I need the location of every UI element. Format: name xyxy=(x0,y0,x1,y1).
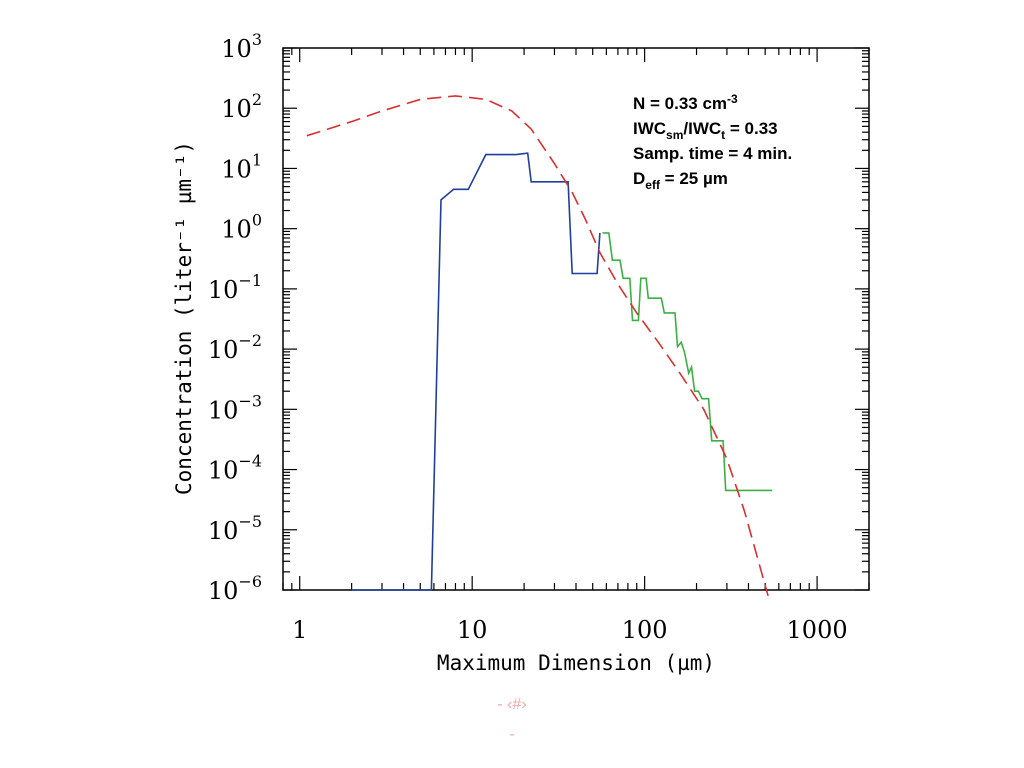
y-tick-label: 10−2 xyxy=(208,331,262,364)
y-tick-labels: 10−6 10−5 10−4 10−3 10−2 10−1 100 101 102 103 xyxy=(208,30,262,605)
annotation-block: N = 0.33 cm-3 IWCsm/IWCt = 0.33 Samp. ti… xyxy=(633,92,792,192)
series-layer xyxy=(306,95,773,597)
red-dashed-fit xyxy=(306,95,769,597)
y-tick-label: 100 xyxy=(221,211,262,244)
footer-dash: - xyxy=(509,726,515,743)
x-tick-label: 1 xyxy=(292,616,307,644)
green-step-series xyxy=(602,232,773,492)
y-tick-label: 10−5 xyxy=(208,512,262,545)
y-tick-label: 103 xyxy=(221,30,262,63)
footer-slide-number: - ‹#› xyxy=(497,696,527,713)
annotation-sample-time: Samp. time = 4 min. xyxy=(633,144,792,163)
y-tick-label: 10−1 xyxy=(208,271,262,304)
x-axis-title: Maximum Dimension (µm) xyxy=(437,651,715,675)
blue-step-series xyxy=(351,152,601,591)
tick-marks xyxy=(282,47,870,591)
x-tick-labels: 1 10 100 1000 xyxy=(292,616,848,644)
annotation-deff: Deff = 25 µm xyxy=(633,169,728,192)
annotation-iwc-ratio: IWCsm/IWCt = 0.33 xyxy=(633,119,778,142)
x-tick-label: 10 xyxy=(457,616,488,644)
y-tick-label: 10−6 xyxy=(208,572,262,605)
annotation-n: N = 0.33 cm-3 xyxy=(633,92,738,113)
x-tick-label: 1000 xyxy=(787,616,848,644)
y-tick-label: 10−3 xyxy=(208,391,262,424)
plot-frame xyxy=(282,47,870,591)
y-axis-title: Concentration (liter⁻¹ µm⁻¹) xyxy=(172,141,196,495)
y-tick-label: 102 xyxy=(221,90,262,123)
y-tick-label: 101 xyxy=(221,150,262,183)
y-tick-label: 10−4 xyxy=(208,452,262,485)
x-tick-label: 100 xyxy=(622,616,668,644)
